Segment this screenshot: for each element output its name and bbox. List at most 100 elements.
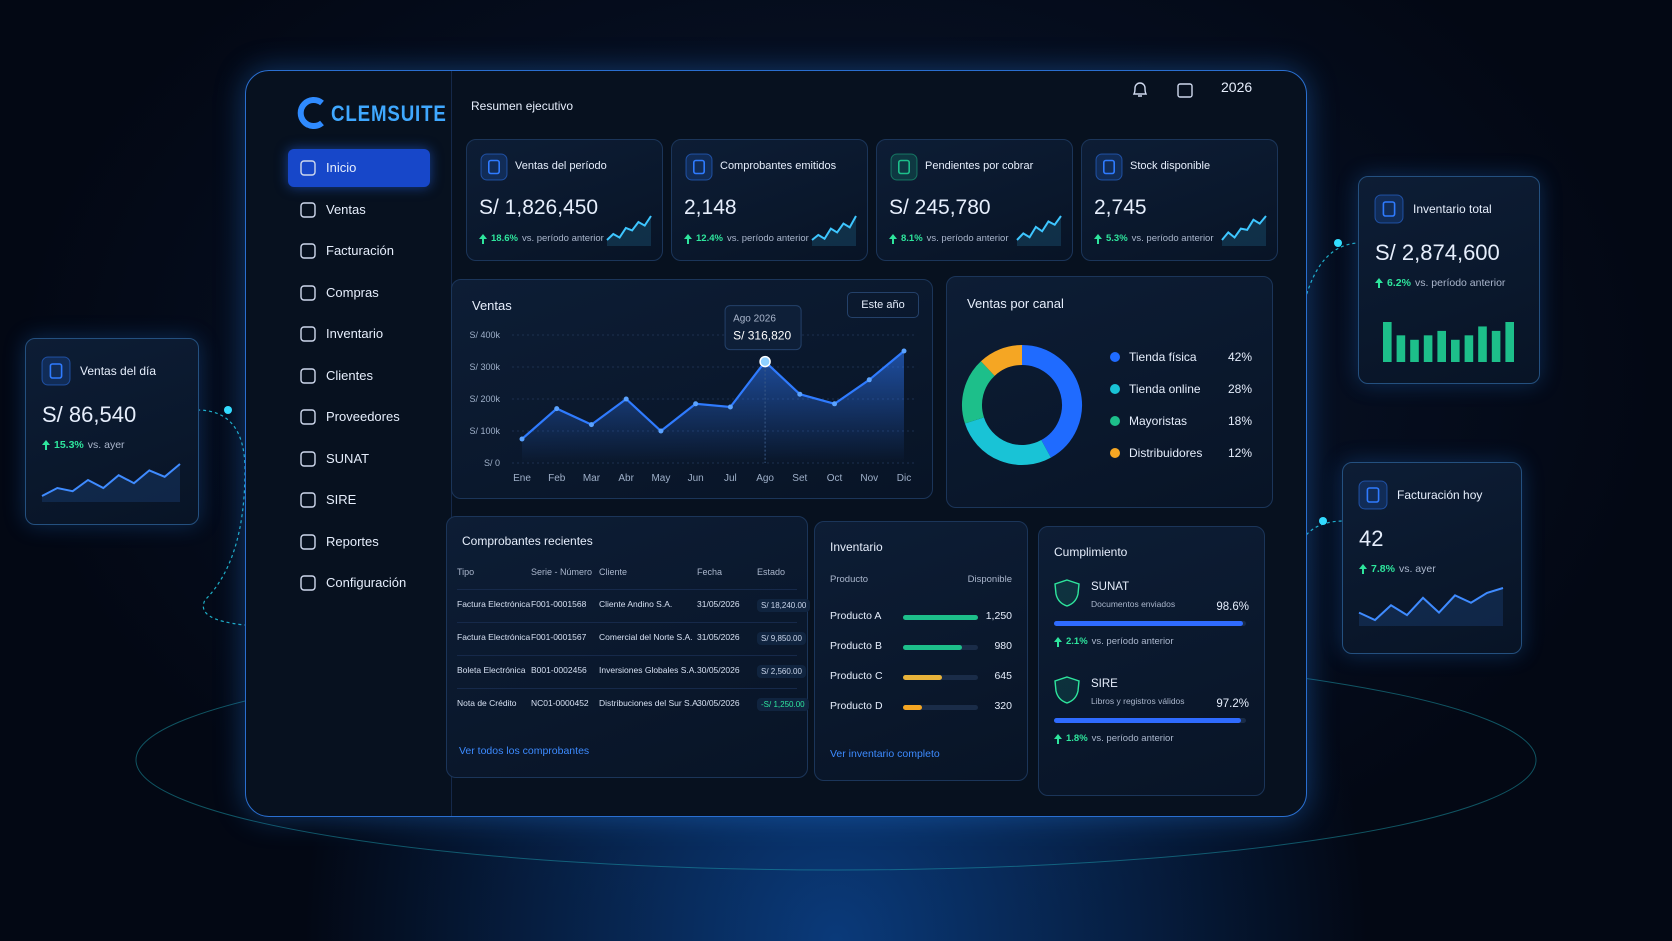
status-badge: S/ 18,240.00 bbox=[757, 599, 811, 612]
table-cell: F001-0001568 bbox=[531, 599, 587, 609]
change-value: 5.3% bbox=[1106, 233, 1128, 244]
icon-glyph bbox=[488, 159, 500, 175]
table-cell: Distribuciones del Sur S.A. bbox=[599, 698, 701, 708]
sales-point bbox=[623, 396, 629, 402]
nav-item[interactable]: Proveedores bbox=[288, 398, 430, 436]
table-cell: Boleta Electrónica bbox=[457, 665, 526, 675]
x-tick-label: Mar bbox=[583, 473, 601, 484]
sales-point bbox=[866, 377, 872, 383]
column-header: Fecha bbox=[697, 567, 723, 577]
graphic bbox=[811, 215, 857, 246]
mini-bar bbox=[1396, 335, 1406, 362]
arrow-shape bbox=[479, 233, 487, 244]
channel-card: Ventas por canal Tienda física 42% Tienda o… bbox=[946, 276, 1273, 508]
sparkline-area bbox=[1359, 588, 1503, 626]
sparkline bbox=[1358, 587, 1504, 622]
row-divider bbox=[457, 688, 797, 689]
x-tick-label: Jun bbox=[688, 473, 704, 484]
row-divider bbox=[457, 622, 797, 623]
inventory-card: Inventario Producto Disponible Producto A 1,… bbox=[814, 521, 1028, 781]
shield-icon bbox=[1054, 579, 1080, 607]
floating-title: Facturación hoy bbox=[1397, 488, 1483, 502]
icon bbox=[480, 153, 508, 181]
view-all-link[interactable]: Ver inventario completo bbox=[830, 748, 940, 760]
icon-glyph bbox=[1103, 159, 1115, 175]
nav-item[interactable]: SIRE bbox=[288, 481, 430, 519]
nav-item[interactable]: Inventario bbox=[288, 315, 430, 353]
view-all-link[interactable]: Ver todos los comprobantes bbox=[459, 745, 590, 757]
graphic: Ventas por canal Tienda física 42% Tienda o… bbox=[962, 296, 1252, 465]
x-tick-label: Dic bbox=[897, 473, 911, 484]
year-selector[interactable]: 2026 bbox=[1221, 79, 1252, 95]
card-title: Cumplimiento bbox=[1054, 545, 1128, 559]
sparkline bbox=[606, 215, 652, 241]
stock-bar bbox=[903, 645, 962, 650]
nav-item[interactable]: Clientes bbox=[288, 357, 430, 395]
year-label: 2026 bbox=[1221, 79, 1253, 95]
table-cell: Comercial del Norte S.A. bbox=[599, 632, 693, 642]
nav-item[interactable]: Inicio bbox=[288, 149, 430, 187]
status-badge: S/ 2,560.00 bbox=[757, 665, 806, 678]
sparkline bbox=[1221, 215, 1267, 241]
tooltip-value: S/ 316,820 bbox=[733, 329, 791, 343]
legend-label: Tienda física bbox=[1129, 350, 1197, 364]
floating-card: Ventas del día S/ 86,540 15.3% vs. ayer bbox=[25, 338, 199, 525]
floating-card: Inventario total S/ 2,874,600 6.2% vs. perí… bbox=[1358, 176, 1540, 384]
change-row: 2.1% vs. período anterior bbox=[1054, 636, 1174, 647]
change-row: 12.4% vs. período anterior bbox=[684, 233, 809, 244]
arrow-shape bbox=[889, 233, 897, 244]
nav-item[interactable]: Ventas bbox=[288, 191, 430, 229]
legend-marker bbox=[1110, 352, 1120, 362]
sparkline-area bbox=[607, 216, 651, 246]
stock-value: 320 bbox=[994, 700, 1012, 712]
nav-label: Facturación bbox=[326, 243, 394, 258]
chart-title: Ventas bbox=[472, 298, 512, 313]
nav-icon bbox=[300, 326, 316, 342]
graphic bbox=[300, 243, 316, 259]
legend-label: Mayoristas bbox=[1129, 414, 1187, 428]
kpi-value: 2,148 bbox=[684, 196, 737, 219]
graphic bbox=[1374, 194, 1404, 224]
mini-bar bbox=[1423, 335, 1433, 362]
change-note: vs. ayer bbox=[1398, 563, 1436, 575]
nav-item[interactable]: Compras bbox=[288, 274, 430, 312]
arrow-shape bbox=[1054, 636, 1062, 647]
status-badge: S/ 9,850.00 bbox=[757, 632, 806, 645]
change-row: 7.8% vs. ayer bbox=[1359, 563, 1436, 575]
nav-item[interactable]: Configuración bbox=[288, 564, 430, 602]
mini-bar bbox=[1383, 322, 1392, 362]
view-label: Resumen ejecutivo bbox=[471, 99, 574, 113]
change-note: vs. ayer bbox=[87, 439, 125, 451]
x-tick-label: Ago bbox=[756, 473, 774, 484]
kpi-value: 2,745 bbox=[1094, 196, 1147, 219]
filter-button[interactable]: Este año bbox=[847, 292, 919, 318]
sparkline-area bbox=[1017, 216, 1061, 246]
x-tick-label: Jul bbox=[724, 473, 737, 484]
kpi-value: S/ 245,780 bbox=[889, 196, 991, 219]
y-tick-label: S/ 300k bbox=[469, 362, 500, 372]
graphic bbox=[1358, 480, 1388, 510]
nav-item[interactable]: Facturación bbox=[288, 232, 430, 270]
sales-point bbox=[727, 404, 733, 410]
legend-value: 28% bbox=[1228, 382, 1252, 396]
x-tick-label: Oct bbox=[827, 473, 843, 484]
compliance-name: SIRE bbox=[1091, 678, 1118, 690]
nav-item[interactable]: SUNAT bbox=[288, 440, 430, 478]
compliance-value: 98.6% bbox=[1216, 601, 1249, 613]
nav-item[interactable]: Reportes bbox=[288, 523, 430, 561]
connector bbox=[196, 409, 246, 626]
nav-icon bbox=[300, 201, 316, 218]
view-selector[interactable]: Resumen ejecutivo bbox=[471, 99, 573, 113]
kpi-title: Stock disponible bbox=[1130, 160, 1211, 172]
compliance-card: Cumplimiento SUNAT Documentos enviados 98.6… bbox=[1038, 526, 1265, 796]
status-badge: -S/ 1,250.00 bbox=[757, 698, 809, 711]
change-note: vs. período anterior bbox=[1131, 233, 1214, 244]
connector-dot bbox=[224, 406, 232, 414]
connector-dot bbox=[1319, 517, 1327, 525]
stock-bar bbox=[903, 675, 942, 680]
change-note: vs. período anterior bbox=[926, 233, 1009, 244]
change-note: vs. período anterior bbox=[1091, 733, 1174, 744]
sales-point bbox=[658, 428, 664, 434]
donut-segment bbox=[1021, 345, 1082, 458]
